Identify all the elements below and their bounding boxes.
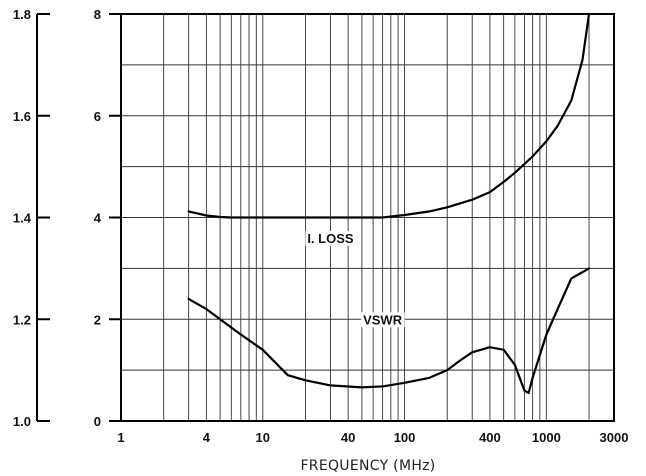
x-axis-tick-label: 400 bbox=[479, 430, 501, 445]
left-axis-tick-label: 1.6 bbox=[13, 109, 31, 124]
annotations: I. LOSS VSWR bbox=[305, 230, 405, 328]
right-scale-tick-label: 0 bbox=[94, 414, 101, 429]
right-scale-tick-label: 2 bbox=[94, 312, 101, 327]
left-axis: 1.0 1.2 1.4 1.6 1.8 bbox=[13, 7, 50, 429]
series-label-background bbox=[361, 312, 405, 328]
right-axis-tick-labels: 0 2 4 6 8 bbox=[94, 7, 121, 429]
series-line-i-loss bbox=[187, 12, 591, 219]
left-axis-tick-label: 1.2 bbox=[13, 312, 31, 327]
x-axis-tick-label: 1 bbox=[117, 430, 124, 445]
x-axis-tick-label: 40 bbox=[341, 430, 355, 445]
x-axis-tick-label: 1000 bbox=[532, 430, 561, 445]
x-axis: 1 4 10 40 100 400 1000 3000 bbox=[117, 430, 628, 445]
series-label-i-loss: I. LOSS bbox=[307, 231, 354, 246]
x-axis-title: FREQUENCY (MHz) bbox=[300, 458, 435, 474]
x-axis-tick-label: 4 bbox=[203, 430, 211, 445]
series-label-vswr: VSWR bbox=[363, 312, 403, 327]
right-scale-tick-label: 8 bbox=[94, 7, 101, 22]
left-axis-tick-label: 1.8 bbox=[13, 7, 31, 22]
right-scale-tick-label: 4 bbox=[94, 211, 102, 226]
right-scale-tick-label: 6 bbox=[94, 109, 101, 124]
series bbox=[187, 12, 591, 395]
series-line-vswr bbox=[187, 267, 591, 395]
series-label-background bbox=[305, 230, 356, 246]
x-axis-tick-label: 100 bbox=[394, 430, 416, 445]
x-axis-tick-label: 10 bbox=[256, 430, 270, 445]
left-axis-tick-label: 1.0 bbox=[13, 414, 31, 429]
x-axis-tick-label: 3000 bbox=[600, 430, 629, 445]
left-axis-tick-label: 1.4 bbox=[13, 211, 32, 226]
